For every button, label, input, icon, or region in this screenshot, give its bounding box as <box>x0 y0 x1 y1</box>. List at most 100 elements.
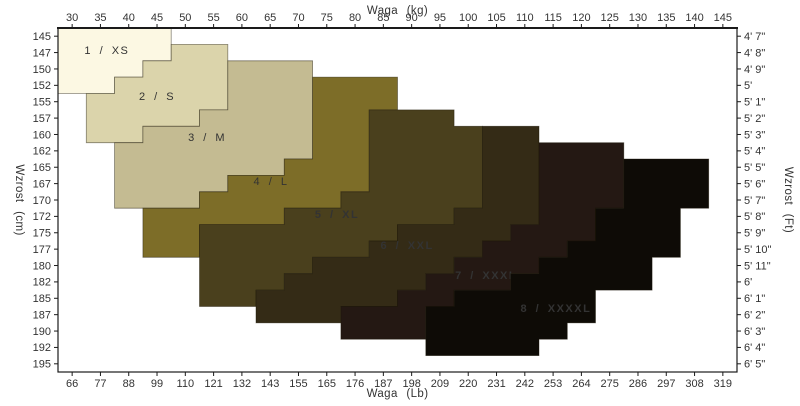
bottom-tick-label: 165 <box>318 378 336 390</box>
bottom-tick-label: 66 <box>66 378 78 390</box>
bottom-tick-label: 176 <box>346 378 364 390</box>
top-tick-label: 50 <box>179 12 191 24</box>
bottom-tick-label: 99 <box>151 378 163 390</box>
left-tick-label: 172 <box>33 211 51 223</box>
bottom-tick-label: 297 <box>657 378 675 390</box>
top-tick-label: 45 <box>151 12 163 24</box>
bottom-tick-label: 308 <box>685 378 703 390</box>
top-tick-label: 130 <box>629 12 647 24</box>
axis-labels: Waga (kg) Waga (Lb) Wzrost (cm) Wzrost (Ft) <box>13 5 794 400</box>
left-tick-label: 177 <box>33 244 51 256</box>
right-tick-label: 5' 7" <box>744 195 765 207</box>
right-axis-title: Wzrost (Ft) <box>782 167 794 233</box>
top-tick-label: 30 <box>66 12 78 24</box>
right-tick-label: 5' 5" <box>744 162 765 174</box>
left-tick-label: 152 <box>33 80 51 92</box>
right-tick-label: 5' 3" <box>744 129 765 141</box>
size-regions: 1 / XS 2 / S 3 / M 4 / L 5 / XL 6 / XXL 7 / XX… <box>57 27 710 356</box>
top-tick-label: 105 <box>487 12 505 24</box>
left-tick-label: 182 <box>33 277 51 289</box>
right-tick-label: 4' 7" <box>744 31 765 43</box>
top-tick-label: 90 <box>406 12 418 24</box>
top-tick-label: 95 <box>434 12 446 24</box>
right-tick-label: 5' 9" <box>744 228 765 240</box>
top-tick-label: 110 <box>516 12 534 24</box>
top-tick-label: 65 <box>264 12 276 24</box>
bottom-tick-label: 77 <box>94 378 106 390</box>
axis-ticks: 30 35 40 45 50 55 60 65 70 75 80 85 90 95 100 105 110 115… <box>33 12 772 390</box>
region-label-1: 1 / XS <box>84 45 129 57</box>
left-tick-label: 175 <box>33 228 51 240</box>
bottom-tick-label: 143 <box>261 378 279 390</box>
bottom-tick-label: 286 <box>629 378 647 390</box>
top-tick-label: 60 <box>236 12 248 24</box>
right-tick-label: 5' 11" <box>744 260 771 272</box>
right-tick-label: 5' 1" <box>744 97 765 109</box>
top-tick-label: 120 <box>572 12 590 24</box>
bottom-tick-label: 275 <box>601 378 619 390</box>
region-label-4: 4 / L <box>254 176 289 188</box>
left-tick-label: 150 <box>33 64 51 76</box>
bottom-tick-label: 155 <box>289 378 307 390</box>
bottom-tick-label: 319 <box>714 378 732 390</box>
left-tick-label: 145 <box>33 31 51 43</box>
bottom-tick-label: 110 <box>177 378 195 390</box>
region-label-8: 8 / XXXXL <box>520 303 591 315</box>
left-tick-label: 157 <box>33 113 51 125</box>
top-tick-label: 135 <box>657 12 675 24</box>
right-tick-label: 4' 9" <box>744 64 765 76</box>
bottom-tick-label: 220 <box>459 378 477 390</box>
top-tick-label: 55 <box>207 12 219 24</box>
top-tick-label: 80 <box>349 12 361 24</box>
right-tick-label: 6' <box>744 277 752 289</box>
top-axis-title: Waga (kg) <box>367 5 428 17</box>
left-tick-label: 185 <box>33 293 51 305</box>
bottom-tick-label: 132 <box>233 378 251 390</box>
right-tick-label: 5' 2" <box>744 113 765 125</box>
top-tick-label: 85 <box>377 12 389 24</box>
bottom-tick-label: 187 <box>374 378 392 390</box>
top-tick-label: 40 <box>123 12 135 24</box>
region-8-xxxxl <box>425 158 710 356</box>
top-tick-label: 115 <box>544 12 562 24</box>
left-tick-label: 155 <box>33 97 51 109</box>
region-label-6: 6 / XXL <box>381 240 434 252</box>
left-tick-label: 180 <box>33 260 51 272</box>
right-tick-label: 6' 4" <box>744 342 765 354</box>
region-label-5: 5 / XL <box>315 209 359 221</box>
left-tick-label: 167 <box>33 178 51 190</box>
top-tick-label: 35 <box>94 12 106 24</box>
bottom-tick-label: 121 <box>204 378 222 390</box>
bottom-tick-label: 88 <box>123 378 135 390</box>
right-tick-label: 6' 2" <box>744 309 765 321</box>
top-tick-label: 125 <box>601 12 619 24</box>
bottom-tick-label: 264 <box>572 378 590 390</box>
left-tick-label: 160 <box>33 129 51 141</box>
bottom-tick-label: 253 <box>544 378 562 390</box>
right-tick-label: 5' <box>744 80 752 92</box>
left-tick-label: 190 <box>33 326 51 338</box>
bottom-tick-label: 198 <box>402 378 420 390</box>
bottom-axis-title: Waga (Lb) <box>367 388 429 400</box>
left-tick-label: 187 <box>33 309 51 321</box>
top-tick-label: 100 <box>459 12 477 24</box>
left-tick-label: 192 <box>33 342 51 354</box>
left-axis-title: Wzrost (cm) <box>13 164 25 235</box>
left-tick-label: 147 <box>33 47 51 59</box>
right-tick-label: 5' 10" <box>744 244 772 256</box>
region-label-2: 2 / S <box>139 91 175 103</box>
top-tick-label: 140 <box>685 12 703 24</box>
bottom-tick-label: 242 <box>516 378 534 390</box>
top-tick-label: 70 <box>292 12 304 24</box>
right-tick-label: 5' 4" <box>744 146 765 158</box>
left-tick-label: 170 <box>33 195 51 207</box>
top-tick-label: 75 <box>321 12 333 24</box>
bottom-tick-label: 231 <box>487 378 505 390</box>
bottom-tick-label: 209 <box>431 378 449 390</box>
right-tick-label: 5' 8" <box>744 211 765 223</box>
right-tick-label: 6' 5" <box>744 359 765 371</box>
region-label-7: 7 / XXXL <box>455 270 517 282</box>
region-label-3: 3 / M <box>188 132 226 144</box>
